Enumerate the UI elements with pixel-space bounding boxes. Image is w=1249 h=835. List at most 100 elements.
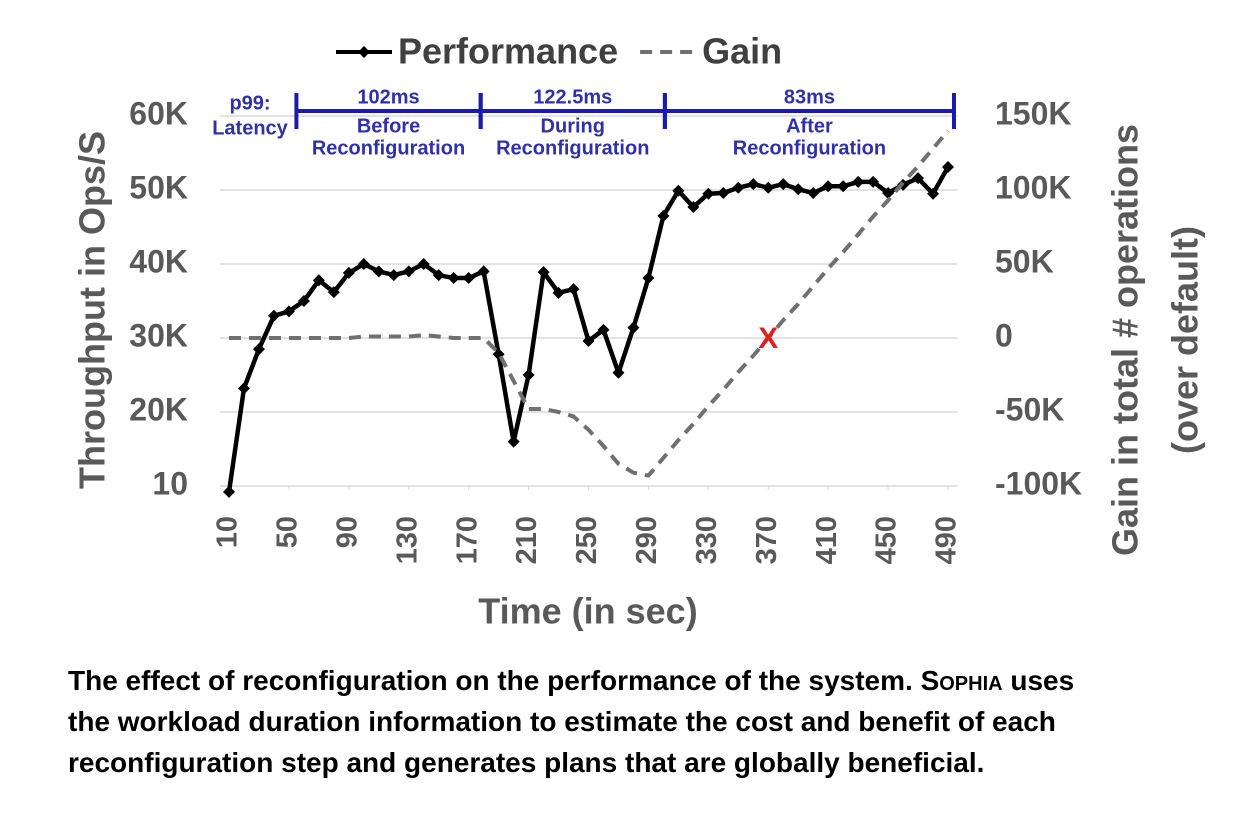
legend-label: Performance xyxy=(398,31,618,72)
data-point xyxy=(372,265,385,278)
caption-line: the workload duration information to est… xyxy=(68,706,1056,737)
data-point xyxy=(657,209,670,222)
data-point xyxy=(462,272,475,285)
data-point xyxy=(762,181,775,194)
y2-tick-label: 0 xyxy=(995,317,1013,353)
x-tick-label: 50 xyxy=(272,516,304,548)
caption-text: uses xyxy=(1003,665,1075,696)
data-point xyxy=(912,172,925,185)
phase-header: Latency xyxy=(212,117,288,139)
data-point xyxy=(582,334,595,347)
phase-label: Before xyxy=(357,115,420,137)
caption-text: the workload duration information to est… xyxy=(68,706,1056,737)
phase-label: Reconfiguration xyxy=(496,137,649,159)
y2-tick-label: 150K xyxy=(995,95,1072,131)
data-point xyxy=(642,272,655,285)
data-point xyxy=(732,181,745,194)
y2-tick-label: 50K xyxy=(995,243,1054,279)
data-point xyxy=(567,283,580,296)
data-point xyxy=(267,309,280,322)
series-line xyxy=(226,165,950,493)
y-tick-label: 60K xyxy=(129,95,188,131)
data-point xyxy=(477,265,490,278)
x-axis-title: Time (in sec) xyxy=(478,591,697,632)
x-tick-label: 10 xyxy=(212,516,244,548)
x-tick-label: 450 xyxy=(871,516,903,564)
data-point xyxy=(432,269,445,282)
x-tick-label: 130 xyxy=(391,516,423,564)
data-point xyxy=(252,343,265,356)
phase-latency: 122.5ms xyxy=(533,86,612,108)
data-point xyxy=(882,186,895,199)
data-point xyxy=(402,265,415,278)
data-point xyxy=(777,178,790,191)
data-point xyxy=(612,366,625,379)
legend-label: Gain xyxy=(702,31,782,72)
data-point xyxy=(927,187,940,200)
data-point xyxy=(867,175,880,188)
data-point xyxy=(447,272,460,285)
data-point xyxy=(522,369,535,381)
data-point xyxy=(597,323,610,336)
phase-label: During xyxy=(541,115,605,137)
data-point xyxy=(702,187,715,200)
data-point xyxy=(807,186,820,199)
data-point xyxy=(942,161,954,174)
legend-marker xyxy=(358,46,370,58)
data-point xyxy=(672,184,685,197)
x-tick-label: 410 xyxy=(811,516,843,564)
data-point xyxy=(837,180,850,193)
data-point xyxy=(687,201,700,214)
y-tick-label: 50K xyxy=(129,169,188,205)
y-tick-label: 20K xyxy=(129,391,188,427)
data-point xyxy=(552,286,565,299)
data-point xyxy=(417,258,430,270)
y2-axis-title: (over default) xyxy=(1165,226,1206,454)
data-point xyxy=(387,269,400,282)
caption-text: The effect of reconfiguration on the per… xyxy=(68,665,921,696)
y-tick-label: 40K xyxy=(129,243,188,279)
data-point xyxy=(297,295,310,307)
y2-tick-label: -50K xyxy=(995,391,1064,427)
data-point xyxy=(237,382,250,395)
x-tick-label: 250 xyxy=(571,516,603,564)
caption-line: The effect of reconfiguration on the per… xyxy=(68,665,1074,696)
data-point xyxy=(852,175,865,188)
data-point xyxy=(342,266,355,279)
data-point xyxy=(312,274,325,287)
x-tick-label: 330 xyxy=(691,516,723,564)
phase-latency: 102ms xyxy=(357,86,419,108)
y2-tick-label: 100K xyxy=(995,169,1072,205)
data-point xyxy=(627,321,640,334)
series-line xyxy=(229,129,950,478)
data-point xyxy=(507,435,520,448)
phase-label: After xyxy=(786,115,833,137)
caption-line: reconfiguration step and generates plans… xyxy=(68,747,984,778)
phase-label: Reconfiguration xyxy=(312,137,465,159)
data-point xyxy=(747,178,760,191)
annotation: X xyxy=(758,322,778,355)
data-point xyxy=(223,485,235,498)
x-tick-label: 370 xyxy=(751,516,783,564)
x-tick-label: 290 xyxy=(631,516,663,564)
phase-label: Reconfiguration xyxy=(733,137,886,159)
y2-axis-title: Gain in total # operations xyxy=(1105,124,1146,556)
data-point xyxy=(282,305,295,318)
y2-tick-label: -100K xyxy=(995,465,1082,501)
phase-header: p99: xyxy=(229,92,270,114)
x-tick-label: 210 xyxy=(511,516,543,564)
data-point xyxy=(357,258,370,270)
x-tick-label: 90 xyxy=(331,516,363,548)
caption-text: reconfiguration step and generates plans… xyxy=(68,747,984,778)
data-point xyxy=(822,180,835,193)
data-point xyxy=(537,266,550,279)
y-tick-label: 30K xyxy=(129,317,188,353)
data-point xyxy=(792,183,805,196)
y-axis-title: Throughput in Ops/S xyxy=(72,131,113,489)
phase-latency: 83ms xyxy=(784,86,835,108)
data-point xyxy=(717,186,730,199)
x-tick-label: 490 xyxy=(931,516,963,564)
x-tick-label: 170 xyxy=(451,516,483,564)
